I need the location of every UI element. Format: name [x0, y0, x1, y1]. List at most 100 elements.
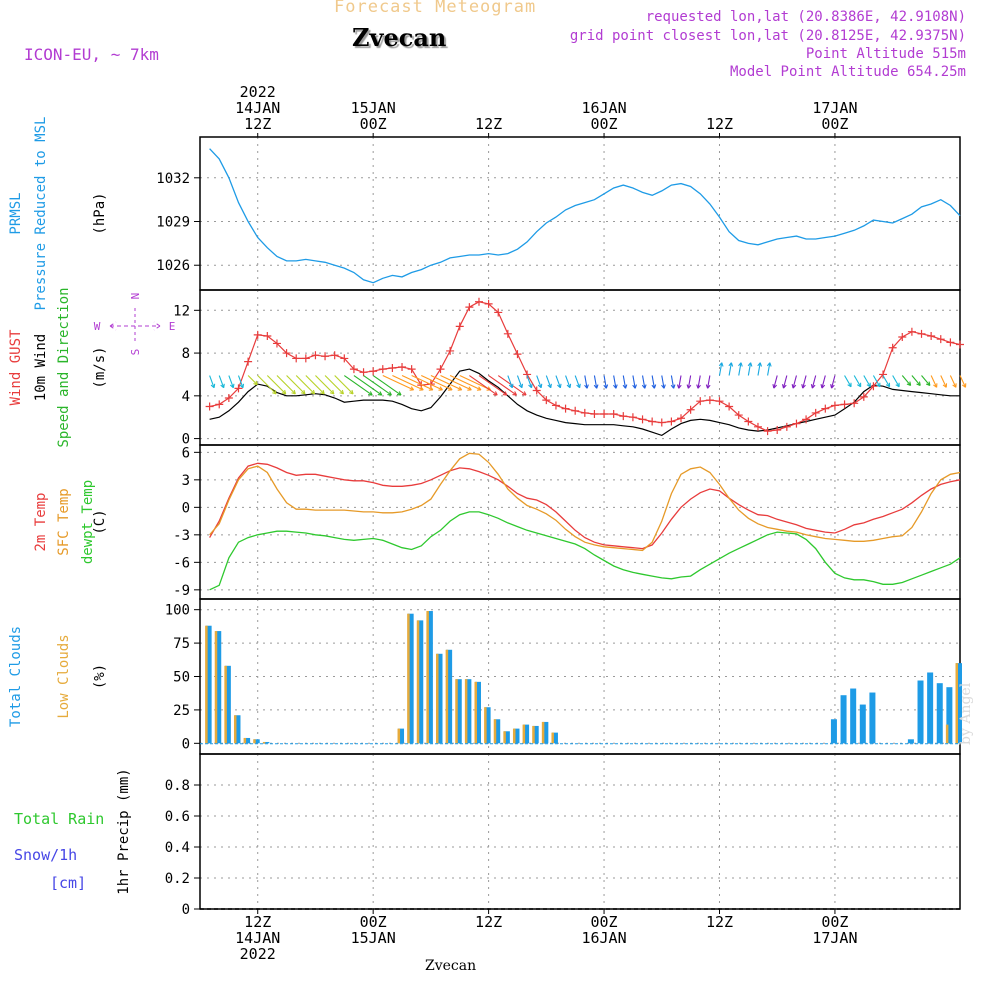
bottom-time-label: 14JAN: [235, 929, 280, 947]
wind-direction-arrow: [949, 375, 957, 388]
wind-gust-point: [936, 335, 945, 344]
wind-gust-point: [830, 401, 839, 410]
wind-gust-point: [888, 343, 897, 352]
wind-direction-arrowhead: [329, 389, 335, 395]
precip-ylabel: 1hr Precip (mm): [116, 768, 132, 894]
temperature-sfc-line: [209, 452, 961, 552]
cloud-total-bar: [542, 721, 549, 744]
precip-panel: 0 0.2 0.4 0.6 0.8 1hr Precip (mm) Total Rain Sn…: [14, 753, 961, 918]
wind-gust-point: [561, 404, 570, 413]
wind-gust-point: [811, 408, 820, 417]
precip-frame: [199, 753, 961, 910]
wind-gust-point: [571, 406, 580, 415]
wind-direction-arrowhead: [747, 362, 753, 367]
wind-direction-arrowhead: [866, 382, 871, 388]
wind-direction-arrowhead: [916, 381, 921, 386]
wind-direction-arrowhead: [718, 362, 724, 367]
compass-south-label: S: [129, 349, 142, 356]
wind-direction-arrow: [678, 375, 682, 389]
cloud-low-bar: [474, 681, 477, 744]
wind-gust-point: [619, 412, 628, 421]
wind-direction-arrow: [707, 375, 711, 389]
wind-direction-arrowhead: [651, 384, 657, 389]
wind-direction-arrow: [469, 375, 498, 396]
model-name: ICON-EU, ~ 7km: [24, 45, 159, 64]
wind-gust-point: [686, 405, 695, 414]
wind-direction-arrowhead: [613, 384, 618, 389]
wind-direction-arrow: [821, 375, 826, 389]
wind-direction-arrowhead: [281, 389, 287, 395]
wind-direction-arrow: [315, 375, 335, 395]
bottom-time-label: 15JAN: [351, 929, 396, 947]
wind-direction-arrowhead: [670, 384, 676, 389]
pressure-frame: [199, 136, 961, 291]
wind-side-label: Wind GUST: [8, 329, 24, 405]
pressure-ylabel: (hPa): [92, 192, 108, 234]
wind-direction-arrow: [757, 362, 761, 376]
wind-gust-point: [859, 392, 868, 401]
cloud-total-bar: [417, 620, 424, 744]
wind-direction-arrow: [792, 375, 797, 389]
wind-gust-point: [272, 339, 281, 348]
precip-rain-label: Total Rain: [14, 810, 104, 828]
wind-gust-point: [946, 338, 955, 347]
wind-direction-arrowhead: [576, 383, 581, 389]
wind-gust-point: [311, 351, 320, 360]
pressure-panel: 1026 1029 1032 (hPa) PRMSL Pressure Reduced t…: [8, 117, 961, 310]
wind-direction-arrowhead: [686, 384, 692, 389]
wind-gust-point: [744, 417, 753, 426]
wind-direction-arrow: [603, 375, 607, 389]
top-time-label: 12Z: [706, 115, 733, 133]
wind-direction-arrowhead: [502, 391, 508, 396]
wind-direction-arrowhead: [772, 384, 778, 389]
wind-direction-arrow: [276, 375, 296, 395]
wind-gust-point: [224, 393, 233, 402]
wind-gust-point: [763, 427, 772, 436]
wind-direction-arrow: [440, 375, 472, 391]
wind-direction-arrowhead: [876, 382, 881, 388]
cloud-total-bar: [840, 695, 847, 744]
wind-direction-arrow: [930, 375, 938, 388]
clouds-side-label: Low Clouds: [56, 634, 72, 718]
wind-direction-arrow: [738, 362, 742, 376]
wind-direction-arrowhead: [512, 391, 517, 396]
precip-ytick-label: 0.8: [165, 778, 190, 794]
wind-direction-arrowhead: [847, 382, 852, 388]
wind-direction-arrow: [670, 375, 675, 389]
wind-gust-point: [340, 354, 349, 363]
wind-gust-point: [542, 396, 551, 405]
bottom-time-label: 16JAN: [581, 929, 626, 947]
cloud-low-bar: [484, 707, 487, 744]
wind-gust-point: [494, 308, 503, 317]
station-name: Zvecan: [352, 23, 447, 52]
cloud-low-bar: [233, 715, 237, 744]
cloud-low-bar: [262, 741, 266, 744]
gridpoint-coordinates: grid point closest lon,lat (20.8125E, 42…: [569, 28, 966, 44]
wind-direction-arrowhead: [448, 386, 453, 391]
wind-gust-point: [321, 352, 330, 361]
cloud-total-bar: [503, 731, 510, 744]
wind-direction-arrowhead: [933, 383, 938, 388]
wind-gust-point: [523, 370, 532, 379]
top-time-label: 16JAN: [581, 99, 626, 117]
compass-north-label: N: [129, 293, 142, 300]
cloud-total-bar: [869, 692, 876, 744]
wind-gust-point: [879, 370, 888, 379]
wind-direction-arrowhead: [508, 383, 514, 389]
wind-direction-arrowhead: [566, 383, 572, 389]
clouds-ytick-label: 75: [173, 636, 190, 652]
precip-ytick-label: 0: [182, 902, 190, 918]
cloud-total-bar: [446, 649, 453, 744]
wind-gust-point: [927, 331, 936, 340]
wind-direction-arrowhead: [728, 362, 734, 367]
wind-direction-arrow: [911, 375, 921, 386]
wind-direction-arrowhead: [885, 382, 891, 388]
credit-label: by Angel: [958, 682, 974, 745]
wind-gust-point: [907, 327, 916, 336]
cloud-low-bar: [253, 739, 256, 744]
cloud-total-bar: [407, 613, 414, 744]
wind-gust-point: [330, 351, 339, 360]
wind-direction-arrow: [811, 375, 817, 389]
wind-direction-arrow: [507, 375, 513, 388]
pressure-line: [209, 148, 961, 284]
